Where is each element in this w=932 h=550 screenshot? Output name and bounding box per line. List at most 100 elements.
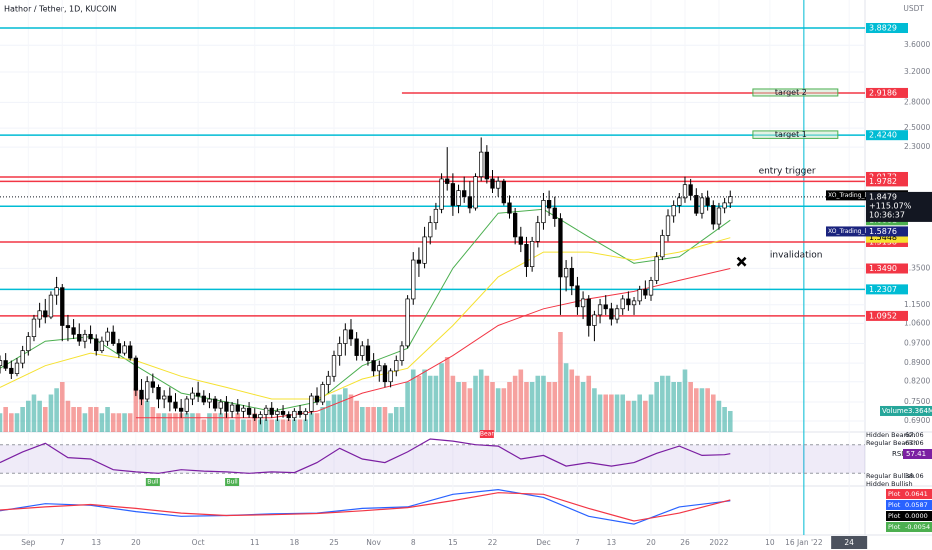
candle-body [631,300,637,306]
volume-bar [586,375,592,432]
x-tick-label: Dec [536,538,551,547]
candle-body [586,298,591,326]
candle-body [105,331,110,342]
price-tag-label: 3.8829 [869,24,897,33]
price-tag-label: 1.3490 [869,264,897,273]
volume-bar [314,413,320,432]
macd-line [0,492,731,522]
y-tick-label: 3.2000 [904,67,930,76]
price-tag-label: 1.0952 [869,311,897,320]
y-tick-label: 1.0600 [904,318,930,327]
volume-bar [82,413,88,432]
candle-body [150,381,155,388]
candle-body [331,355,337,377]
candle-body [597,304,603,316]
candle-body [37,310,42,320]
volume-bar [127,413,133,432]
candle-body [665,215,671,236]
currency: USDT [903,4,924,13]
candle-body [716,207,722,225]
x-tick-label: 7 [575,538,580,547]
candle-body [156,387,161,400]
annotation: invalidation [770,251,823,261]
volume-bar [382,407,388,432]
volume-bar [337,394,342,432]
price-tag [866,87,908,98]
candle-body [705,197,710,206]
candle-body [31,318,37,337]
candle-body [592,314,597,326]
annotation: entry trigger [759,167,816,177]
volume-bar [0,413,3,432]
volume-bar [478,369,484,432]
candle-body [275,410,280,415]
volume-bar [433,375,439,432]
candle-body [428,222,433,238]
macd-tag [886,500,932,510]
volume-bar [31,394,37,432]
y-tick-label: 0.8200 [904,377,930,386]
candle-body [201,395,206,403]
volume-bar [541,375,546,432]
candle-body [179,407,184,412]
candle-body [513,212,518,238]
candle-body [711,205,716,225]
x-tick-label: 25 [329,538,339,547]
volume-bar [637,394,642,432]
candle-body [139,389,144,400]
price-tag [866,130,908,141]
current-price: 1.8479 [869,192,897,201]
volume-bar [212,413,218,432]
candle-body [320,384,325,403]
volume-bar [116,413,122,432]
volume-bar [54,388,59,432]
volume-bar [660,375,665,432]
candle-body [0,360,3,367]
y-tick-label: 0.6900 [904,416,930,425]
candle-body [558,218,563,278]
volume-bar [422,369,427,432]
volume-bar [48,394,54,432]
ema-line [0,208,731,412]
candle-body [235,404,240,412]
candle-body [133,357,139,391]
volume-bar [3,407,8,432]
volume-bar [241,419,246,432]
volume-bar [195,413,201,432]
signal-label: Bear [480,431,494,438]
volume-bar [263,419,269,432]
y-tick-label: 3.6000 [904,40,930,49]
volume-bar [654,382,659,432]
candle-body [479,151,484,178]
volume-bar [184,413,190,432]
volume-bar [575,375,580,432]
candle-body [614,308,620,320]
volume-bar [224,413,229,432]
volume-bar [190,413,195,432]
volume-bar [439,363,444,432]
volume-bar [20,407,25,432]
volume-bar [626,400,631,432]
volume-value: 3.364M [908,407,932,415]
volume-bar [410,369,416,432]
volume-bar [37,400,42,432]
volume-bar [42,407,48,432]
candle-body [314,395,320,403]
price-tag [866,310,908,321]
volume-bar [297,419,303,432]
candle-body [688,184,693,196]
candle-body [524,244,529,267]
volume-bar [558,332,563,432]
y-tick-label: 0.9700 [904,339,930,348]
volume-bar [473,375,478,432]
candle-body [575,285,580,308]
volume-bar [26,400,31,432]
price-tag [866,284,908,295]
volume-bar [603,394,609,432]
volume-bar [569,369,575,432]
candle-body [3,360,8,369]
volume-bar [688,382,693,432]
candle-body [20,350,25,364]
candle-body [467,196,473,209]
